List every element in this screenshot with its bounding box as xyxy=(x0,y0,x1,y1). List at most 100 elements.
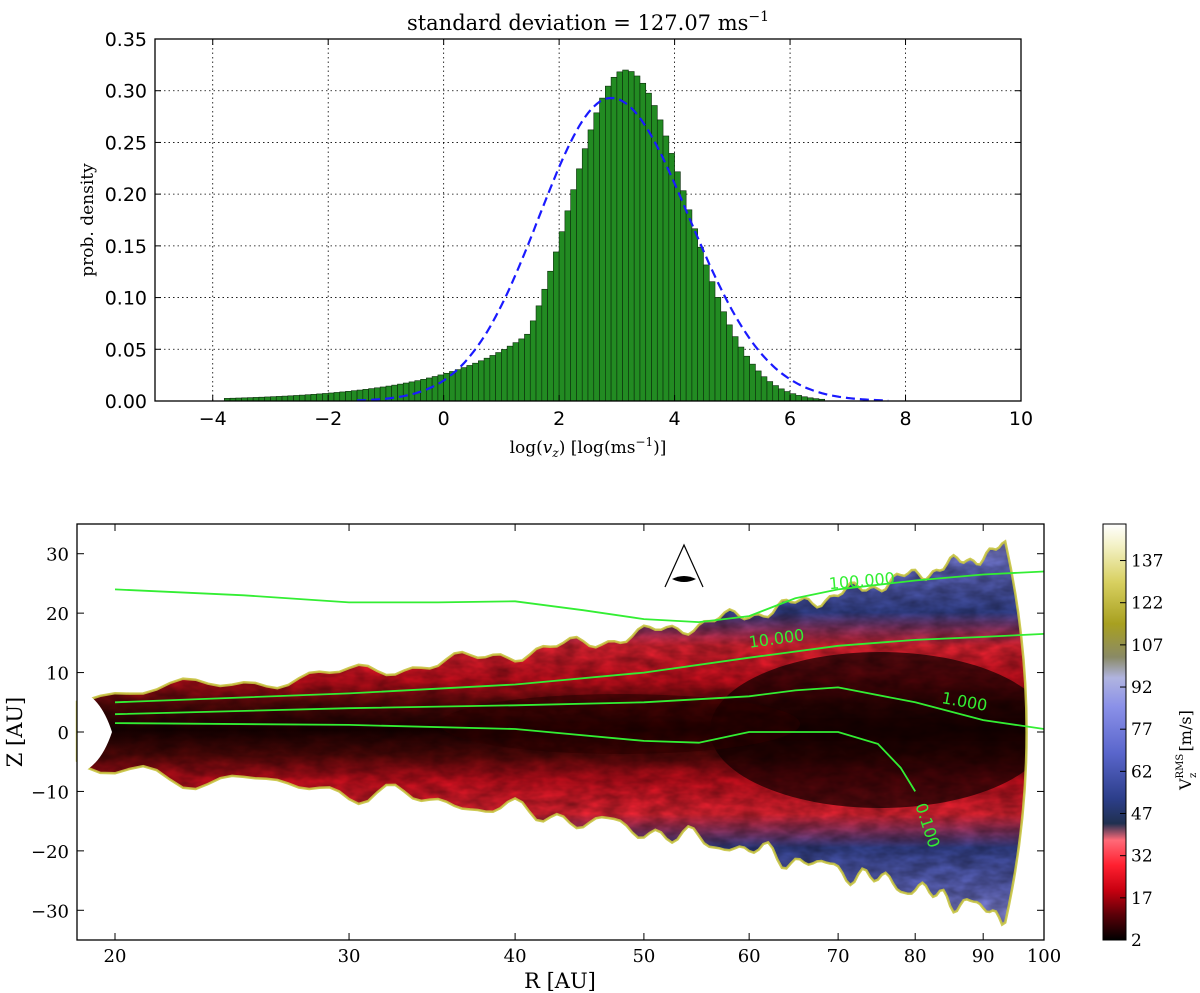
histogram-bar xyxy=(703,264,710,401)
histogram-bar xyxy=(408,381,416,401)
xlabel-var: v xyxy=(543,438,553,458)
histogram-bar xyxy=(732,336,739,401)
disk-texture xyxy=(77,541,1027,925)
histogram-panel: standard deviation = 127.07 ms−1 −4 −2 0 2 4… xyxy=(78,9,1033,460)
histogram-bar xyxy=(512,342,520,401)
histogram-bar xyxy=(766,381,774,401)
histogram-bar xyxy=(478,360,485,401)
histogram-bar xyxy=(605,85,612,401)
histogram-bar xyxy=(402,382,410,401)
cb-label-unit: [m/s] xyxy=(1176,710,1195,756)
histogram-bar xyxy=(495,352,502,401)
xlabel-sub: z xyxy=(551,446,559,460)
histogram-bar xyxy=(645,92,652,401)
histogram-bar xyxy=(339,391,346,401)
histogram-bar xyxy=(518,338,525,401)
histogram-bar xyxy=(639,82,647,401)
colorbar-label: VRMS z [m/s] xyxy=(1175,710,1199,791)
eye-icon xyxy=(664,543,704,588)
histogram-bar xyxy=(778,388,785,401)
histogram-bar xyxy=(524,333,531,401)
x-tick-label: 10 xyxy=(1009,408,1033,430)
histogram-bar xyxy=(299,394,306,401)
colorbar-tick-label: 92 xyxy=(1131,678,1153,698)
histogram-bar xyxy=(628,71,635,401)
histogram-bar xyxy=(483,357,491,401)
histogram-bar xyxy=(656,119,664,401)
histogram-bar xyxy=(633,75,641,401)
histogram-bar xyxy=(281,395,289,401)
y-tick-label: 0.10 xyxy=(105,288,147,310)
disk-y-tick-label: 0 xyxy=(58,723,69,744)
disk-xlabel: R [AU] xyxy=(524,969,596,993)
histogram-bar xyxy=(501,349,508,401)
histogram-frame xyxy=(154,38,1022,402)
histogram-bar xyxy=(535,305,543,401)
histogram-title-main: standard deviation = 127.07 ms xyxy=(407,11,748,35)
histogram-bar xyxy=(287,395,294,401)
histogram-bar xyxy=(576,168,583,401)
x-tick-label: −2 xyxy=(314,408,342,430)
colorbar-gradient xyxy=(1102,523,1127,941)
disk-x-tick-label: 40 xyxy=(504,946,527,967)
histogram-bar xyxy=(714,297,722,401)
x-tick-label: 6 xyxy=(784,408,796,430)
histogram-bar xyxy=(674,171,681,401)
disk-y-tick-label: 30 xyxy=(46,545,69,566)
y-tick-label: 0.20 xyxy=(105,184,147,206)
y-tick-label: 0.25 xyxy=(105,132,147,154)
y-tick-label: 0.15 xyxy=(105,236,147,258)
histogram-bar xyxy=(680,190,687,401)
y-tick-label: 0.00 xyxy=(105,391,147,413)
histogram-bar xyxy=(783,391,791,401)
x-tick-label: 0 xyxy=(438,408,450,430)
colorbar: 137 122 107 92 77 62 47 32 17 2 VRMS z [m/s] xyxy=(1102,523,1199,951)
contour-line xyxy=(114,633,1045,704)
colorbar-tick-label: 32 xyxy=(1131,847,1153,867)
histogram-bar xyxy=(437,374,444,401)
disk-x-tick-label: 20 xyxy=(104,946,127,967)
contour-line xyxy=(114,686,1045,730)
colorbar-tick-label: 137 xyxy=(1131,552,1163,572)
histogram-bar xyxy=(616,71,623,401)
histogram-fit-curve xyxy=(357,96,889,402)
histogram-bar xyxy=(420,379,427,401)
contour-lines xyxy=(114,570,1045,792)
histogram-bar xyxy=(789,393,797,401)
y-tick-label: 0.35 xyxy=(105,29,147,51)
histogram-bar xyxy=(466,365,473,401)
histogram-bar xyxy=(651,105,658,401)
histogram-bar xyxy=(431,376,439,401)
colorbar-tick-label: 2 xyxy=(1131,931,1142,951)
histogram-bar xyxy=(749,363,756,401)
disk-ylabel: Z [AU] xyxy=(3,697,27,768)
disk-x-tick-label: 70 xyxy=(827,946,850,967)
histogram-bar xyxy=(726,324,733,401)
disk-yellow-rim xyxy=(75,539,1028,927)
histogram-bar xyxy=(760,376,768,401)
histogram-bar xyxy=(708,281,716,401)
histogram-bar xyxy=(454,369,462,401)
colorbar-tick-label: 62 xyxy=(1131,762,1153,782)
histogram-bar xyxy=(691,228,698,401)
histogram-bar xyxy=(685,209,693,401)
disk-heatmap xyxy=(77,541,1027,925)
histogram-bar xyxy=(529,320,537,401)
histogram-bar xyxy=(547,270,554,401)
disk-y-tick-label: −30 xyxy=(31,901,69,922)
cb-label-sup: RMS xyxy=(1175,754,1186,779)
xlabel-rest: ) [log(ms xyxy=(559,438,636,458)
histogram-bar xyxy=(795,395,802,401)
contour-line xyxy=(114,722,916,792)
histogram-ticks: −4 −2 0 2 4 6 8 10 0.00 0.05 0.10 0.15 0.20 0.25 0.30 0… xyxy=(105,29,1033,430)
histogram-bar xyxy=(553,251,560,401)
disk-x-tick-label: 60 xyxy=(738,946,761,967)
histogram-bar xyxy=(599,97,606,401)
x-tick-label: 8 xyxy=(899,408,911,430)
disk-x-tick-label: 90 xyxy=(972,946,995,967)
histogram-bar xyxy=(772,385,779,401)
histogram-bar xyxy=(350,390,358,401)
histogram-bar xyxy=(460,367,468,401)
